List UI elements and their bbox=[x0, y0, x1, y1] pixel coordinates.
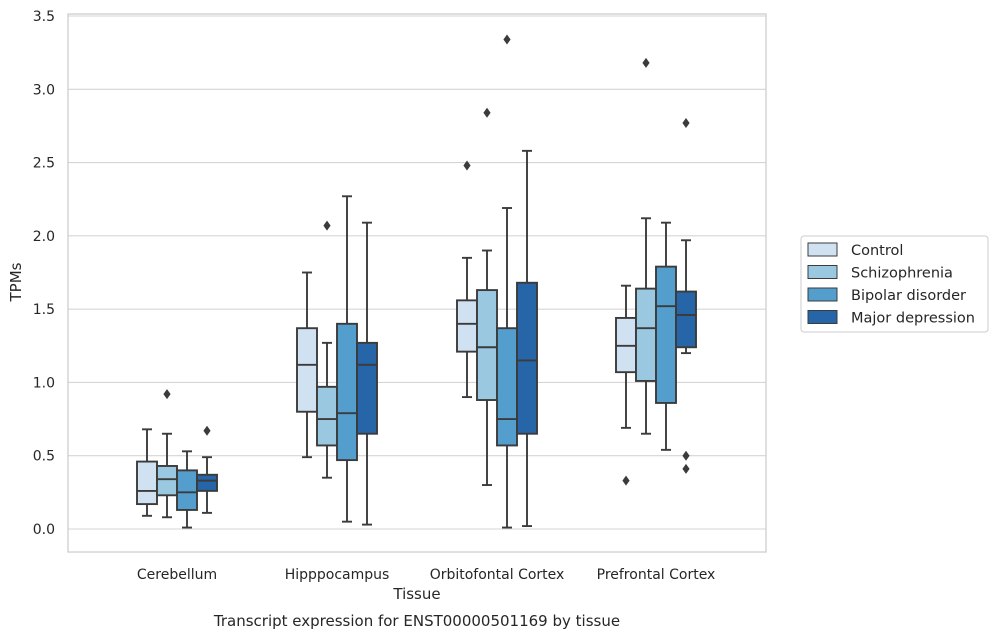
x-tick-label-1: Hipppocampus bbox=[285, 567, 390, 583]
x-tick-label-0: Cerebellum bbox=[137, 567, 217, 583]
chart-caption: Transcript expression for ENST0000050116… bbox=[213, 612, 620, 630]
flier-0 bbox=[682, 117, 690, 128]
box-body bbox=[196, 473, 218, 492]
box-body bbox=[156, 465, 178, 497]
flier-2 bbox=[682, 463, 690, 474]
series-schizophrenia bbox=[156, 57, 657, 519]
x-tick-label-2: Orbitofontal Cortex bbox=[430, 567, 565, 583]
box-2-0 bbox=[176, 450, 198, 529]
box-3-0 bbox=[196, 425, 218, 514]
y-tick-label-7: 3.5 bbox=[33, 9, 55, 25]
series-control bbox=[136, 160, 637, 517]
flier-0 bbox=[503, 34, 511, 45]
flier-1 bbox=[682, 450, 690, 461]
box-2-2 bbox=[496, 34, 518, 529]
box-body bbox=[635, 287, 657, 382]
y-axis-label: TPMs bbox=[7, 262, 25, 302]
box-3-2 bbox=[516, 149, 538, 528]
box-body bbox=[456, 299, 478, 353]
box-1-3 bbox=[635, 57, 657, 435]
x-tick-label-3: Prefrontal Cortex bbox=[597, 567, 716, 583]
legend-swatch-1 bbox=[807, 265, 838, 279]
box-1-0 bbox=[156, 389, 178, 519]
legend-label-2: Bipolar disorder bbox=[851, 288, 966, 304]
legend-swatch-3 bbox=[807, 310, 838, 324]
box-3-1 bbox=[356, 221, 378, 526]
series-major-depression bbox=[196, 117, 697, 528]
flier-0 bbox=[163, 389, 171, 400]
y-tick-label-4: 2.0 bbox=[33, 229, 55, 245]
flier-0 bbox=[483, 107, 491, 118]
y-tick-label-0: 0.0 bbox=[33, 522, 55, 538]
box-1-2 bbox=[476, 107, 498, 486]
y-tick-label-5: 2.5 bbox=[33, 156, 55, 172]
box-body bbox=[496, 327, 518, 447]
legend-swatch-2 bbox=[807, 287, 838, 302]
box-3-3 bbox=[675, 117, 697, 474]
plot-area-frame bbox=[67, 13, 767, 553]
box-body bbox=[336, 322, 358, 462]
box-2-1 bbox=[336, 195, 358, 523]
box-body bbox=[476, 289, 498, 401]
y-axis-ticks: 0.0 0.5 1.0 1.5 2.0 2.5 3.0 3.5 bbox=[33, 9, 55, 538]
box-body bbox=[136, 460, 158, 506]
box-2-3 bbox=[655, 221, 677, 451]
legend-swatch-0 bbox=[807, 242, 838, 257]
series-bipolar-disorder bbox=[176, 34, 677, 529]
box-0-1 bbox=[296, 271, 318, 459]
box-body bbox=[675, 290, 697, 349]
legend-label-1: Schizophrenia bbox=[851, 266, 953, 282]
y-tick-label-1: 0.5 bbox=[33, 449, 55, 465]
y-tick-label-3: 1.5 bbox=[33, 302, 55, 318]
legend-label-0: Control bbox=[851, 243, 903, 259]
x-axis-ticks: Cerebellum Hipppocampus Orbitofontal Corte… bbox=[137, 567, 715, 583]
x-axis-label: Tissue bbox=[392, 585, 440, 603]
legend: Control Schizophrenia Bipolar disorder Majo… bbox=[800, 235, 989, 333]
box-0-2 bbox=[456, 160, 478, 399]
box-body bbox=[356, 341, 378, 435]
box-body bbox=[176, 469, 198, 511]
box-body bbox=[655, 265, 677, 404]
box-0-0 bbox=[136, 428, 158, 517]
box-series-layer bbox=[136, 34, 697, 529]
box-body bbox=[316, 385, 338, 447]
flier-0 bbox=[323, 220, 331, 231]
box-1-1 bbox=[316, 220, 338, 479]
box-body bbox=[296, 327, 318, 413]
y-tick-label-6: 3.0 bbox=[33, 82, 55, 98]
flier-0 bbox=[622, 475, 630, 486]
flier-0 bbox=[642, 57, 650, 68]
legend-frame bbox=[800, 235, 989, 333]
flier-0 bbox=[203, 425, 211, 436]
legend-label-3: Major depression bbox=[851, 311, 975, 327]
flier-0 bbox=[463, 160, 471, 171]
gridlines bbox=[68, 15, 766, 530]
y-tick-label-2: 1.0 bbox=[33, 375, 55, 391]
box-body bbox=[516, 281, 538, 435]
